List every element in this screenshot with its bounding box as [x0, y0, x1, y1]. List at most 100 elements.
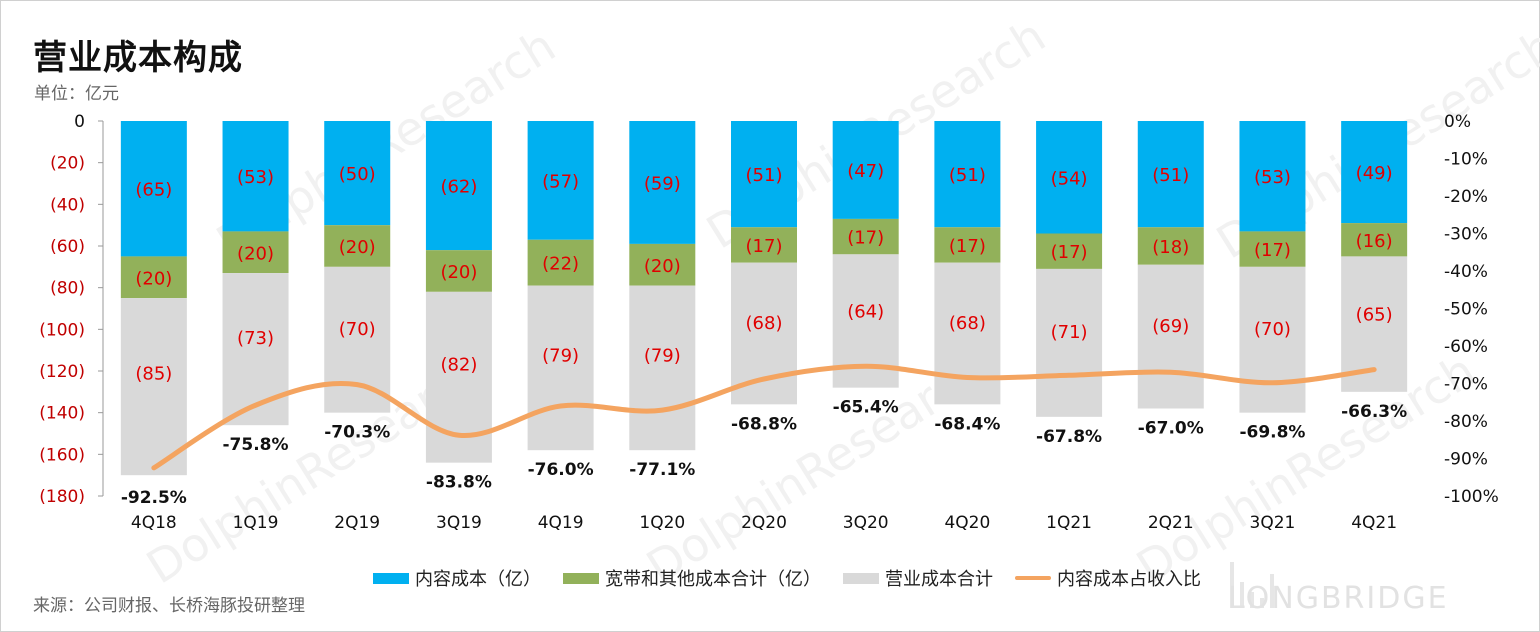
bar-content-cost [1036, 121, 1103, 234]
source-note: 来源：公司财报、长桥海豚投研整理 [33, 596, 305, 616]
bar-broadband-cost [832, 218, 899, 255]
bar-broadband-cost [731, 227, 797, 263]
y-axis-right-tick-label: -40% [1444, 262, 1488, 282]
x-axis-tick-label: 4Q20 [944, 513, 990, 533]
bar-total-cost-label: (85) [135, 363, 172, 384]
bar-content-cost [832, 121, 899, 219]
bar-content-cost [629, 121, 696, 244]
y-axis-right-tick-label: -20% [1444, 187, 1488, 207]
x-axis-tick-label: 3Q19 [436, 513, 482, 533]
x-axis-tick-label: 4Q19 [538, 513, 584, 533]
bar-total-cost-label: (68) [746, 313, 783, 334]
unit-label: 单位：亿元 [34, 84, 119, 104]
y-axis-right-tick-label: -50% [1444, 300, 1488, 320]
y-axis-left-tick-label: 0 [74, 112, 85, 132]
y-axis-right-tick-label: 0% [1444, 112, 1471, 132]
ratio-data-label: -67.0% [1138, 419, 1204, 439]
x-axis-tick-label: 2Q20 [741, 513, 787, 533]
ratio-data-label: -92.5% [121, 488, 187, 508]
bar-total-cost-label: (73) [237, 328, 274, 349]
y-axis-right-tick-label: -10% [1444, 150, 1488, 170]
bar-total-cost-label: (69) [1152, 316, 1189, 337]
y-axis-right-tick-label: -80% [1444, 412, 1488, 432]
bar-total-cost-label: (82) [440, 355, 477, 376]
bar-content-cost [120, 121, 187, 257]
bar-broadband-cost [1036, 233, 1103, 269]
y-axis-left-tick-label: (180) [39, 487, 85, 507]
ratio-line [151, 363, 1377, 471]
bar-broadband-cost [1137, 227, 1204, 265]
ratio-data-label: -68.8% [731, 414, 797, 434]
ratio-data-label: -65.4% [833, 398, 899, 418]
y-axis-right-tick-label: -30% [1444, 225, 1488, 245]
bar-total-cost-label: (71) [1051, 322, 1088, 343]
y-axis-left-tick-label: (80) [50, 279, 85, 299]
bar-broadband-cost-label: (17) [1254, 240, 1291, 261]
y-axis-left-tick-label: (140) [39, 404, 85, 424]
x-axis-tick-label: 1Q19 [233, 513, 279, 533]
bar-content-cost-label: (51) [746, 165, 783, 186]
y-axis-right-tick-label: -90% [1444, 450, 1488, 470]
bar-broadband-cost-label: (17) [847, 228, 884, 249]
bar-content-cost [222, 121, 289, 232]
x-axis-tick-label: 2Q21 [1148, 513, 1194, 533]
bar-broadband-cost [1341, 223, 1408, 257]
bar-total-cost [120, 298, 187, 476]
bar-broadband-cost-label: (20) [237, 243, 274, 264]
bar-total-cost [1036, 268, 1103, 417]
y-axis-left-tick-label: (20) [50, 154, 85, 174]
legend-item-content-cost: 内容成本（亿） [373, 565, 541, 591]
y-axis-right-tick-label: -70% [1444, 375, 1488, 395]
x-axis-tick-label: 1Q20 [639, 513, 685, 533]
ratio-data-label: -76.0% [528, 460, 594, 480]
y-axis-right-tick-label: -100% [1444, 487, 1499, 507]
bar-total-cost-label: (68) [949, 313, 986, 334]
bar-total-cost-label: (79) [542, 346, 579, 367]
ratio-data-label: -77.1% [629, 460, 695, 480]
chart-legend: 内容成本（亿） 宽带和其他成本合计（亿） 营业成本合计 内容成本占收入比 [373, 566, 1223, 590]
bar-broadband-cost-label: (17) [746, 236, 783, 257]
ratio-data-label: -67.8% [1036, 427, 1102, 447]
bar-broadband-cost-label: (22) [542, 254, 579, 275]
y-axis-right-tick-label: -60% [1444, 337, 1488, 357]
bar-total-cost [629, 285, 696, 451]
ratio-data-label: -68.4% [934, 414, 1000, 434]
bar-total-cost-label: (70) [339, 319, 376, 340]
bar-broadband-cost-label: (20) [644, 256, 681, 277]
bar-broadband-cost-label: (16) [1356, 231, 1393, 252]
bar-broadband-cost-label: (20) [440, 262, 477, 283]
y-axis-left-tick-label: (160) [39, 445, 85, 465]
bar-content-cost-label: (51) [949, 165, 986, 186]
bar-total-cost [1239, 266, 1306, 413]
legend-label-content-ratio: 内容成本占收入比 [1057, 569, 1201, 590]
bar-total-cost-label: (70) [1254, 319, 1291, 340]
bar-total-cost-label: (65) [1356, 304, 1393, 325]
ratio-data-label: -75.8% [223, 435, 289, 455]
x-axis-tick-label: 4Q18 [131, 513, 177, 533]
legend-label-content-cost: 内容成本（亿） [415, 569, 541, 590]
bar-content-cost-label: (53) [1254, 167, 1291, 188]
ratio-data-label: -70.3% [324, 423, 390, 443]
ratio-data-label: -69.8% [1239, 423, 1305, 443]
legend-item-total-cost: 营业成本合计 [843, 565, 993, 591]
bar-content-cost-label: (47) [847, 161, 884, 182]
longbridge-logo-icon [1230, 562, 1274, 608]
ratio-data-label: -83.8% [426, 473, 492, 493]
bar-total-cost [324, 266, 391, 413]
legend-swatch-total-cost [843, 572, 879, 584]
bar-content-cost [731, 121, 797, 228]
bar-content-cost-label: (51) [1152, 165, 1189, 186]
legend-label-total-cost: 营业成本合计 [885, 569, 993, 590]
bar-content-cost-label: (59) [644, 173, 681, 194]
bar-content-cost-label: (65) [135, 180, 172, 201]
bar-broadband-cost [120, 256, 187, 299]
bar-broadband-cost [629, 243, 696, 286]
x-axis-tick-label: 1Q21 [1046, 513, 1092, 533]
bar-content-cost-label: (62) [440, 177, 477, 198]
x-axis-tick-label: 4Q21 [1351, 513, 1397, 533]
bar-broadband-cost-label: (17) [1051, 242, 1088, 263]
legend-swatch-content-ratio [1015, 576, 1051, 580]
bar-total-cost-label: (64) [847, 301, 884, 322]
bar-content-cost [1341, 121, 1408, 224]
bar-broadband-cost [527, 239, 594, 286]
